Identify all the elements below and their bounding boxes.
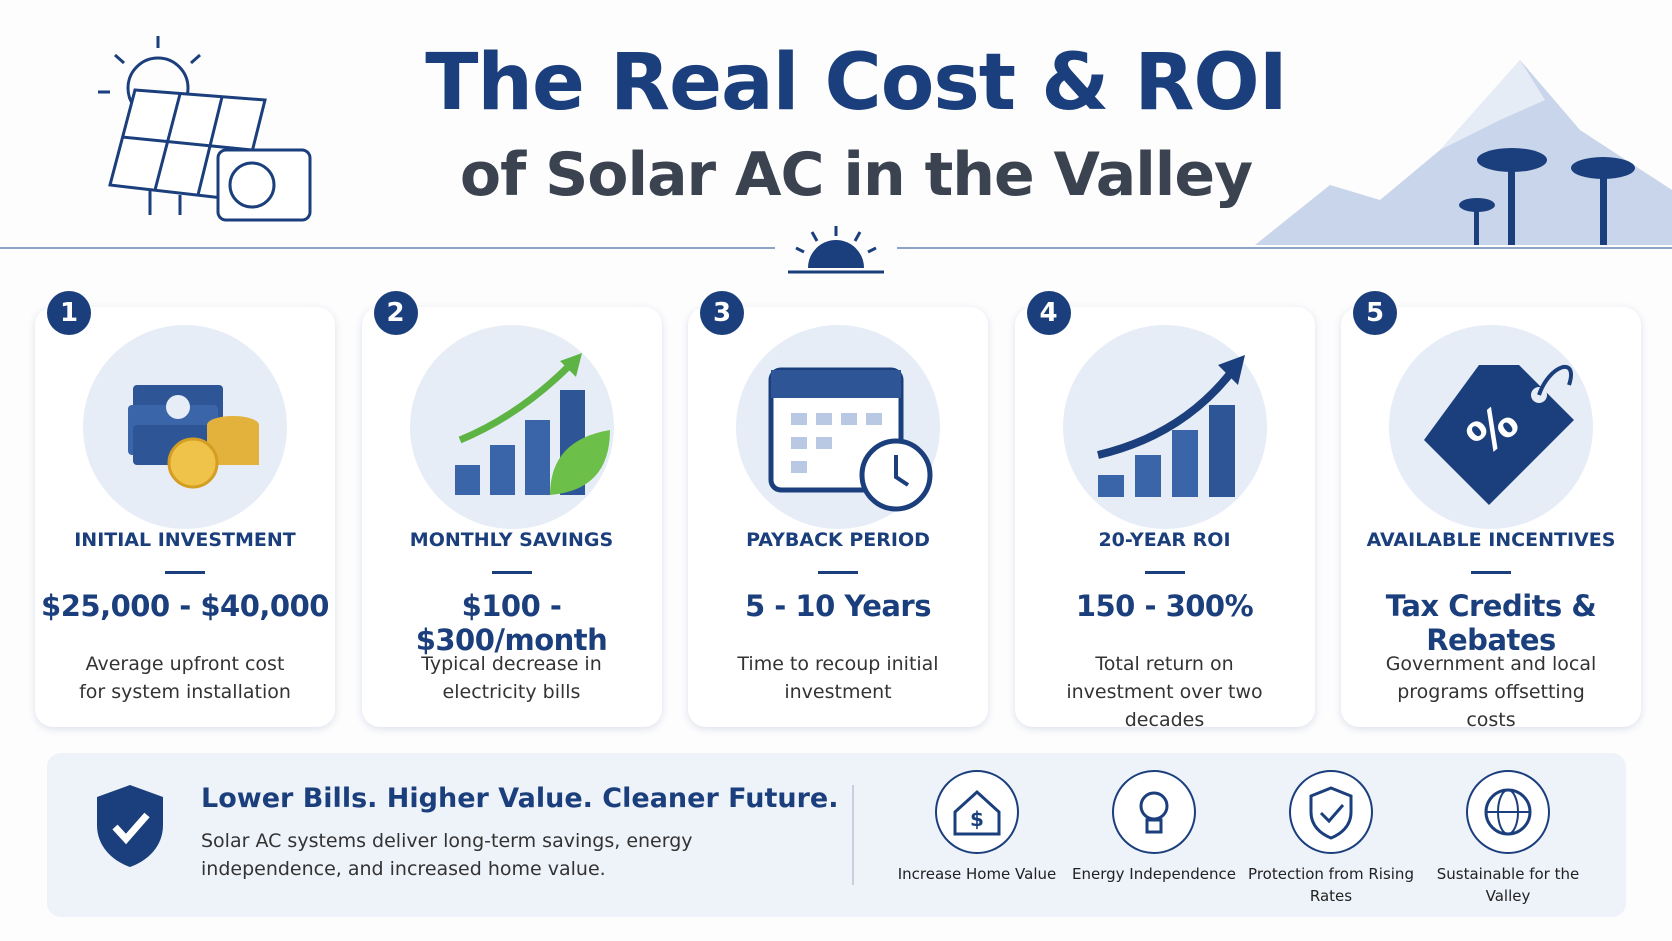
card-number: 2 (373, 291, 418, 335)
feature-icon (1289, 770, 1373, 854)
card-number: 5 (1353, 291, 1397, 335)
card: 20-YEAR ROI 150 - 300% Total return on inv… (1014, 307, 1315, 731)
feature-label: Increase Home Value (897, 865, 1057, 883)
card-icon (128, 385, 259, 489)
card-description: Average upfront cost for system installa… (79, 653, 291, 703)
card-label: 20-YEAR ROI (1098, 529, 1231, 551)
card-icon (768, 367, 933, 512)
icon-circle (83, 325, 287, 529)
feature-icon (1466, 770, 1550, 854)
card-rule (165, 571, 205, 574)
feature-icon: $ (935, 770, 1019, 854)
subtitle: of Solar AC in the Valley (459, 140, 1253, 210)
title: The Real Cost & ROI (425, 38, 1288, 128)
card-label: AVAILABLE INCENTIVES (1366, 529, 1616, 551)
card-label: PAYBACK PERIOD (746, 529, 930, 551)
card: MONTHLY SAVINGS $100 - $300/month Typical … (361, 307, 662, 727)
card-description: Total return on investment over two deca… (1066, 653, 1263, 731)
card-rule (1471, 571, 1511, 574)
feature-glyph (1139, 791, 1169, 834)
card-value: $100 - $300/month (415, 589, 608, 657)
icon-circle: % (1389, 325, 1593, 529)
shield-icon (97, 785, 163, 867)
card-value: Tax Credits & Rebates (1385, 589, 1597, 657)
footer-headline: Lower Bills. Higher Value. Cleaner Futur… (201, 783, 839, 814)
card-rule (818, 571, 858, 574)
footer: Lower Bills. Higher Value. Cleaner Futur… (47, 753, 1626, 917)
card-number: 1 (47, 291, 91, 335)
card-number: 4 (1026, 291, 1071, 335)
feature-label: Protection from Rising Rates (1248, 865, 1414, 905)
feature-glyph (1309, 786, 1353, 840)
feature-glyph: $ (953, 789, 1001, 836)
card-value: $25,000 - $40,000 (41, 589, 329, 623)
card: % AVAILABLE INCENTIVES Tax Credits & Rebat… (1341, 307, 1641, 731)
icon-circle (736, 325, 940, 529)
card-description: Typical decrease in electricity bills (421, 653, 602, 703)
card-label: MONTHLY SAVINGS (409, 529, 614, 551)
card: PAYBACK PERIOD 5 - 10 Years Time to recoup… (688, 307, 988, 727)
card-description: Time to recoup initial investment (737, 653, 939, 703)
card-number: 3 (700, 291, 744, 335)
card-description: Government and local programs offsetting… (1385, 653, 1597, 731)
card: INITIAL INVESTMENT $25,000 - $40,000 Avera… (35, 307, 335, 727)
icon-circle (409, 325, 614, 529)
icon-circle (1062, 325, 1267, 529)
card-icon: % (1424, 364, 1574, 505)
card-value: 150 - 300% (1075, 589, 1254, 623)
divider (852, 785, 854, 885)
feature-label: Sustainable for the Valley (1436, 865, 1580, 905)
card-label: INITIAL INVESTMENT (74, 529, 296, 551)
footer-text: Solar AC systems deliver long-term savin… (201, 830, 693, 880)
card-icon (454, 353, 610, 495)
card-rule (491, 571, 532, 574)
feature-glyph (1484, 788, 1532, 836)
card-icon (1096, 355, 1245, 497)
header-art (0, 36, 1672, 274)
card-value: 5 - 10 Years (745, 589, 932, 623)
feature-icon (1112, 770, 1196, 854)
svg-text:$: $ (970, 807, 984, 831)
feature-label: Energy Independence (1072, 865, 1236, 883)
card-rule (1144, 571, 1185, 574)
